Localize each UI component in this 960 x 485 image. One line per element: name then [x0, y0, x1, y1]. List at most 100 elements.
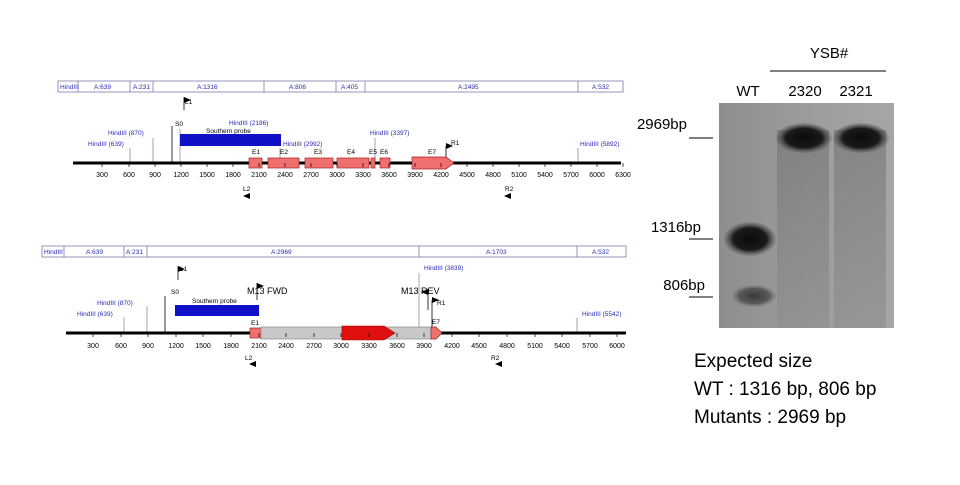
band-wt-806bp	[732, 285, 776, 307]
band-2321-2969bp	[833, 123, 889, 153]
tick-label: 1200	[168, 343, 184, 350]
primer-label: L2	[243, 186, 251, 193]
probe-label: Southern probe	[206, 128, 251, 135]
tick-label: 5400	[537, 172, 553, 179]
tick-label: 900	[142, 343, 154, 350]
exon-label: E6	[380, 149, 388, 156]
exon-label: E7	[432, 319, 440, 326]
exon-block	[267, 157, 300, 169]
tick-label: 4800	[485, 172, 501, 179]
lane-label-wt: WT	[736, 83, 759, 100]
tick-label: 3000	[333, 343, 349, 350]
exon-block	[304, 157, 334, 169]
expected-title: Expected size	[694, 351, 812, 372]
tick-label: 5400	[554, 343, 570, 350]
fragment-label: A:2495	[458, 84, 479, 91]
exon-block	[370, 157, 376, 169]
m13-fwd-label: M13 FWD	[247, 286, 288, 296]
primer-label: S0	[171, 289, 179, 296]
southern-probe	[180, 134, 281, 146]
lane-label-2321: 2321	[839, 83, 872, 100]
exon-label: E1	[252, 149, 260, 156]
marker-label: 2969bp	[637, 116, 687, 133]
site-label: HindIII (5892)	[580, 141, 619, 148]
tick-label: 4200	[444, 343, 460, 350]
marker-label: 806bp	[663, 277, 705, 294]
tick-label: 3000	[329, 172, 345, 179]
exon-label: E4	[347, 149, 355, 156]
tick-label: 4200	[433, 172, 449, 179]
exon-block	[336, 157, 370, 169]
marker-cassette-arrow	[341, 325, 396, 341]
tick-label: 1800	[225, 172, 241, 179]
primer-label: R1	[451, 140, 460, 147]
exon-label: E3	[314, 149, 322, 156]
site-label: HindIII (870)	[108, 130, 144, 137]
fragment-label: A:1703	[486, 249, 507, 256]
mutant-locus-map: HindIII A:639 A:231 A:2969 A:1703 A:532 …	[41, 245, 627, 367]
exon-label: E2	[280, 149, 288, 156]
fragment-label: A:806	[289, 84, 306, 91]
group-label: YSB#	[810, 45, 849, 62]
exons: E1 E2 E3 E4 E5 E6 E7	[248, 149, 455, 170]
exon-arrow	[430, 326, 443, 340]
tick-label: 2700	[306, 343, 322, 350]
fragment-bar	[57, 80, 624, 93]
site-label: HindIII (5542)	[582, 311, 621, 318]
exon-label: E7	[428, 149, 436, 156]
exon-label: E5	[369, 149, 377, 156]
tick-label: 2400	[278, 343, 294, 350]
marker-label: 1316bp	[651, 219, 701, 236]
tick-label: 5100	[511, 172, 527, 179]
m13-rev-label: M13 REV	[401, 286, 440, 296]
tick-label: 300	[87, 343, 99, 350]
site-label: HindIII (2186)	[229, 120, 268, 127]
tick-label: 6000	[609, 343, 625, 350]
tick-label: 2400	[277, 172, 293, 179]
fragment-label: A:2969	[271, 249, 292, 256]
tick-label: 6000	[589, 172, 605, 179]
site-label: HindIII (3839)	[424, 265, 463, 272]
probe-label: Southern probe	[192, 298, 237, 305]
fragment-label: A:532	[592, 84, 609, 91]
southern-blot: YSB# WT 2320 2321 2969bp 1316bp 806bp	[637, 45, 894, 328]
primer-flags: L1 S0 R1 L2 R2	[164, 266, 502, 367]
tick-label: 5700	[563, 172, 579, 179]
fragment-label: HindIII	[44, 249, 63, 256]
tick-label: 3300	[361, 343, 377, 350]
fragment-label: A:639	[94, 84, 111, 91]
tick-label: 4500	[459, 172, 475, 179]
primer-label: S0	[175, 121, 183, 128]
fragment-label: A:231	[133, 84, 150, 91]
site-label: HindIII (639)	[77, 311, 113, 318]
southern-probe	[175, 305, 259, 316]
lane-label-2320: 2320	[788, 83, 821, 100]
primer-flags: L1 S0 R1 L2 R2	[171, 97, 514, 199]
tick-label: 1800	[223, 343, 239, 350]
wt-locus-map: HindIII A:639 A:231 A:1316 A:806 A:405 A…	[57, 80, 631, 199]
primer-label: L1	[180, 266, 188, 273]
exon-block	[248, 157, 263, 169]
tick-label: 3900	[407, 172, 423, 179]
tick-label: 5100	[527, 343, 543, 350]
tick-label: 4800	[499, 343, 515, 350]
exon-label: E1	[251, 320, 259, 327]
fragment-label: A:405	[341, 84, 358, 91]
fragment-label: A:639	[86, 249, 103, 256]
tick-label: 900	[149, 172, 161, 179]
exon-block	[379, 157, 391, 169]
tick-label: 1500	[195, 343, 211, 350]
tick-label: 600	[115, 343, 127, 350]
tick-label: 3300	[355, 172, 371, 179]
site-label: HindIII (639)	[88, 141, 124, 148]
site-label: HindIII (870)	[97, 300, 133, 307]
tick-label: 5700	[582, 343, 598, 350]
tick-label: 2700	[303, 172, 319, 179]
primer-label: R2	[505, 186, 514, 193]
band-2320-2969bp	[776, 123, 832, 153]
primer-label: L2	[245, 355, 253, 362]
tick-label: 2100	[251, 343, 267, 350]
primer-label: L1	[185, 99, 193, 106]
lane-smear	[777, 130, 829, 328]
tick-label: 3600	[389, 343, 405, 350]
